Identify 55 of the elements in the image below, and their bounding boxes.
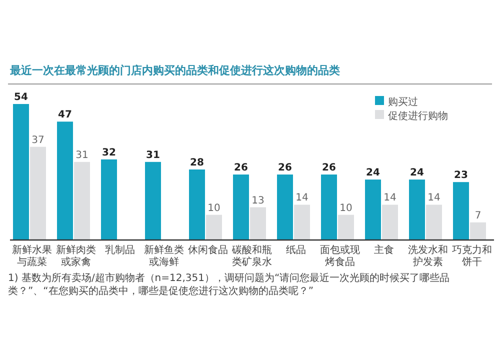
x-tick-label: 洗发水和护发素 <box>408 244 448 268</box>
legend-label: 促使进行购物 <box>388 110 448 122</box>
data-label: 23 <box>454 170 468 182</box>
bar <box>30 146 46 240</box>
data-label: 14 <box>428 192 440 204</box>
data-label: 54 <box>14 92 28 103</box>
bar <box>101 159 117 240</box>
data-label: 26 <box>234 162 248 174</box>
text: 1) 基数为所有卖场/超市购物者（n=12,351），调研问题为“请问您最近一次光顾的时候买了哪些品类？”、“在您购买的品类中，哪些是促使您进行这次购物的品类呢？” <box>8 272 451 298</box>
data-label: 32 <box>102 147 116 158</box>
data-label: 24 <box>410 168 424 179</box>
x-tick-label: 碳酸和瓶类矿泉水 <box>231 244 272 268</box>
data-label: 28 <box>190 157 204 168</box>
bar <box>250 207 266 240</box>
bar <box>189 169 205 240</box>
bar <box>382 204 398 240</box>
data-label: 7 <box>474 210 482 222</box>
legend-label: 购买过 <box>388 96 418 108</box>
data-label: 31 <box>76 150 88 161</box>
x-tick-label: 休闲食品 <box>188 244 228 256</box>
data-label: 24 <box>366 168 380 179</box>
data-label: 26 <box>322 162 336 174</box>
bar <box>233 174 249 240</box>
x-tick-label: 新鲜水果与蔬菜 <box>12 244 52 268</box>
bar <box>426 204 442 240</box>
x-tick-label: 纸品 <box>286 244 306 256</box>
x-tick-label: 主食 <box>374 244 394 256</box>
bar <box>277 174 293 240</box>
data-label: 26 <box>278 162 292 174</box>
bar <box>13 104 29 240</box>
x-tick-label: 新鲜鱼类或海鲜 <box>144 244 184 268</box>
x-tick-label: 巧克力和饼干 <box>452 244 492 268</box>
x-tick-label: 面包或现烤食品 <box>320 244 360 268</box>
bar <box>453 182 469 240</box>
data-label: 13 <box>252 195 264 206</box>
chart-title: 最近一次在最常光顾的门店内购买的品类和促使进行这次购物的品类 <box>9 64 340 77</box>
data-label: 14 <box>384 192 396 204</box>
x-tick-label: 新鲜肉类或家禽 <box>56 244 96 268</box>
bar <box>321 174 337 240</box>
bar <box>338 214 354 240</box>
bar <box>470 222 486 240</box>
data-label: 31 <box>146 150 160 161</box>
bar <box>57 122 73 240</box>
bar <box>145 162 161 240</box>
bar <box>206 214 222 240</box>
data-label: 10 <box>208 202 220 214</box>
bar <box>74 162 90 240</box>
data-label: 37 <box>32 134 44 146</box>
bar <box>294 204 310 240</box>
x-tick-label: 乳制品 <box>105 244 135 256</box>
bar <box>365 180 381 240</box>
data-label: 47 <box>58 110 72 121</box>
bar <box>409 180 425 240</box>
data-label: 10 <box>340 202 352 214</box>
data-label: 14 <box>296 192 308 204</box>
